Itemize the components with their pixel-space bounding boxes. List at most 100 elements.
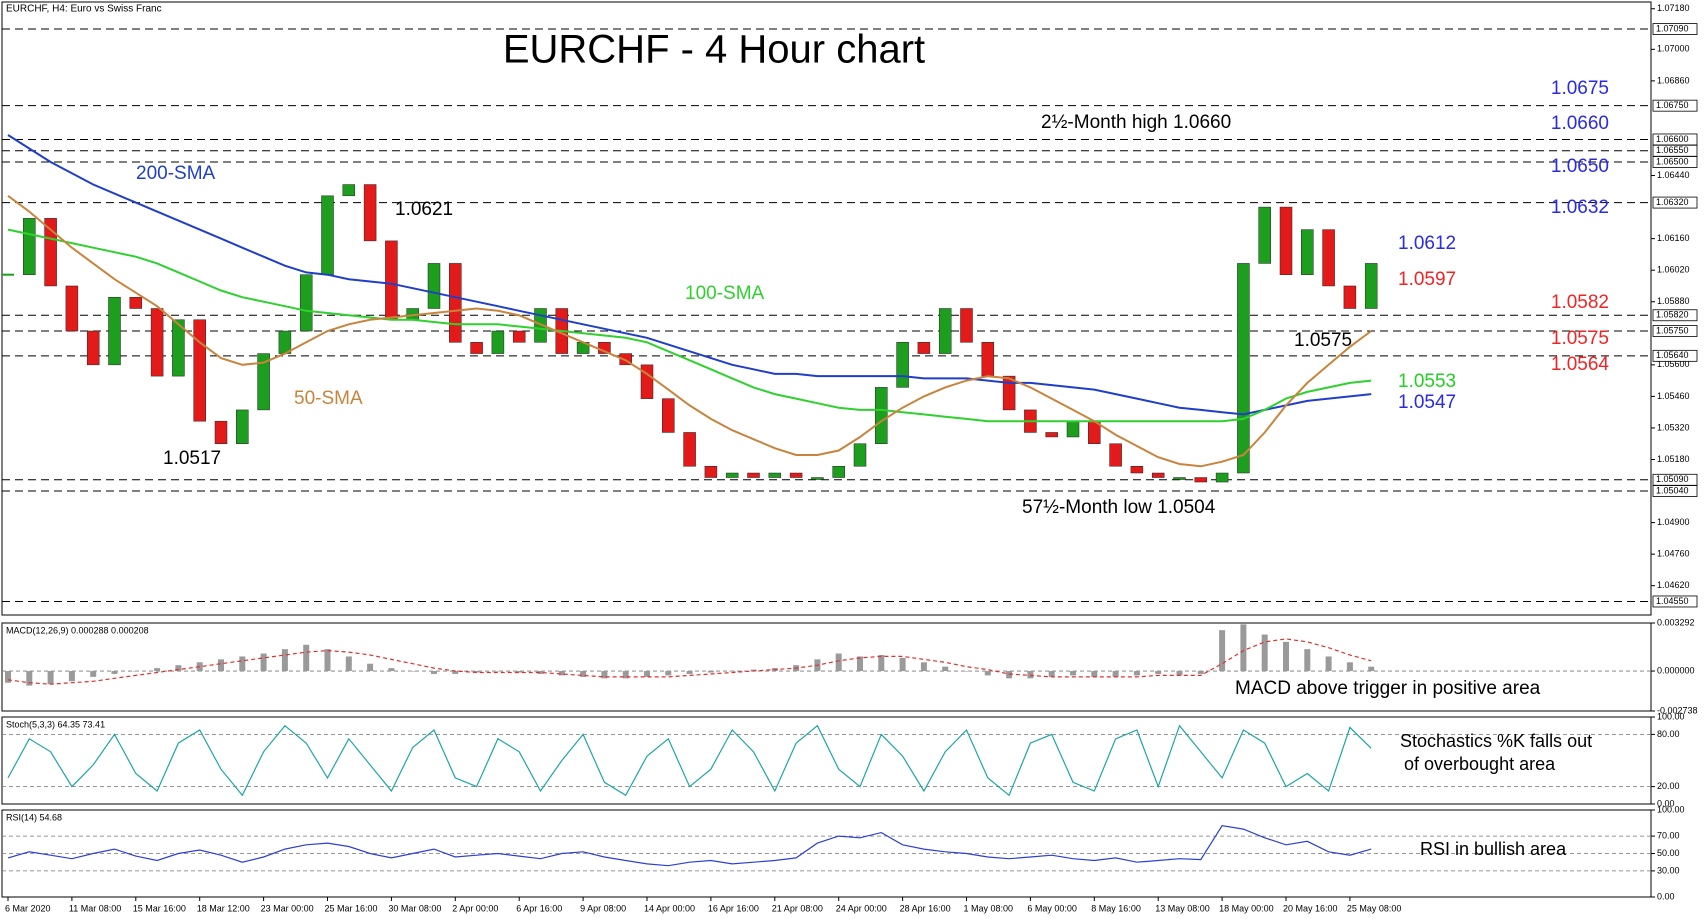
macd-bar [857, 656, 863, 672]
annotation: 1.0575 [1551, 328, 1609, 349]
x-tick-label: 23 Mar 00:00 [261, 903, 314, 913]
candle [363, 184, 377, 242]
macd-bar [665, 671, 672, 676]
panel-note: Stochastics %K falls out [1400, 731, 1592, 751]
candle [65, 285, 79, 332]
level-label: 1.05820 [1656, 310, 1689, 320]
candle [86, 330, 100, 366]
candle [1279, 206, 1293, 275]
y-tick-label: 20.00 [1657, 781, 1680, 791]
y-tick-label: 1.05460 [1657, 391, 1690, 401]
macd-bar [494, 671, 501, 672]
y-tick-label: 0.000000 [1657, 665, 1695, 675]
x-tick-label: 11 Mar 08:00 [69, 903, 121, 913]
y-tick-label: 1.07000 [1657, 44, 1690, 54]
macd-bar [132, 671, 139, 672]
level-box [1652, 196, 1698, 209]
candle [747, 472, 760, 478]
y-tick-label: 1.06160 [1657, 233, 1690, 243]
annotation: 1.0650 [1551, 156, 1609, 177]
macd-bar [644, 671, 650, 677]
macd-bar [1112, 671, 1119, 677]
macd-bar [409, 671, 416, 672]
macd-bar [388, 668, 395, 672]
y-tick-label: 1.05180 [1657, 454, 1690, 464]
candle [193, 319, 206, 422]
y-tick-label: 1.06440 [1657, 170, 1690, 180]
macd-bar [580, 671, 587, 677]
level-label: 1.05640 [1656, 350, 1689, 360]
macd-bar [1325, 656, 1332, 672]
y-tick-label: 1.04620 [1657, 580, 1690, 590]
macd-bar [920, 662, 927, 672]
macd-bar [260, 653, 267, 672]
level-label: 1.06750 [1656, 100, 1689, 110]
level-box [1652, 595, 1698, 608]
macd-bar [367, 663, 374, 672]
candle [896, 342, 909, 388]
y-tick-label: 1.04900 [1657, 517, 1690, 527]
level-label: 1.06600 [1656, 134, 1689, 144]
candle [811, 477, 824, 480]
level-label: 1.04550 [1656, 596, 1689, 606]
macd-bar [1368, 666, 1375, 672]
annotation: 1.0582 [1551, 292, 1609, 313]
sma-line [7, 228, 1372, 423]
level-box [1652, 309, 1698, 322]
indicator-line [7, 825, 1372, 867]
macd-bar [1070, 671, 1076, 676]
indicator-line [7, 724, 1372, 797]
candle [1364, 263, 1378, 309]
y-tick-label: 1.05880 [1657, 296, 1690, 306]
candle [683, 432, 696, 467]
macd-bar [281, 649, 288, 672]
macd-bar [431, 671, 437, 674]
candle [1173, 477, 1186, 480]
candle [960, 308, 973, 343]
level-label: 1.06550 [1656, 145, 1689, 155]
level-label: 1.05750 [1656, 325, 1689, 335]
x-tick-label: 18 Mar 12:00 [197, 903, 250, 913]
x-tick-label: 24 Apr 00:00 [836, 903, 887, 913]
macd-bar [239, 656, 246, 672]
panel-frame [1, 716, 1652, 805]
candle [129, 296, 143, 309]
macd-bar [1091, 671, 1098, 677]
y-tick-label: 0.00 [1657, 891, 1675, 901]
y-tick-label: -0.002738 [1657, 705, 1698, 715]
annotation: 1.0575 [1294, 330, 1352, 351]
macd-bar [984, 671, 991, 676]
y-tick-label: 1.06020 [1657, 265, 1690, 275]
annotation: 1.0553 [1398, 371, 1456, 392]
candle [512, 330, 526, 343]
x-tick-label: 16 Apr 16:00 [708, 903, 759, 913]
candle [342, 184, 356, 197]
candle [981, 342, 995, 377]
candle [789, 472, 803, 478]
y-tick-label: 1.05320 [1657, 422, 1690, 432]
candle [1109, 443, 1122, 467]
candle [853, 443, 867, 467]
panel-label: RSI(14) 54.68 [6, 812, 62, 822]
x-tick-label: 28 Apr 16:00 [900, 903, 951, 913]
x-tick-label: 21 Apr 08:00 [772, 903, 823, 913]
macd-bar [1261, 634, 1268, 672]
candle [1322, 229, 1335, 287]
macd-bar [154, 668, 161, 672]
y-tick-label: 30.00 [1657, 865, 1680, 875]
panel-frame [1, 1, 1652, 616]
y-tick-label: 1.07180 [1657, 3, 1690, 13]
macd-bar [1219, 630, 1226, 672]
candle [172, 319, 185, 377]
macd-bar [1027, 671, 1034, 679]
macd-bar [196, 662, 203, 672]
macd-bar [324, 649, 331, 672]
macd-bar [750, 669, 757, 672]
sma-label: 50-SMA [294, 388, 363, 409]
macd-bar [175, 665, 182, 672]
macd-bar [707, 671, 714, 673]
annotation: 1.0675 [1551, 78, 1609, 99]
candle [214, 420, 228, 444]
candle [938, 308, 952, 354]
